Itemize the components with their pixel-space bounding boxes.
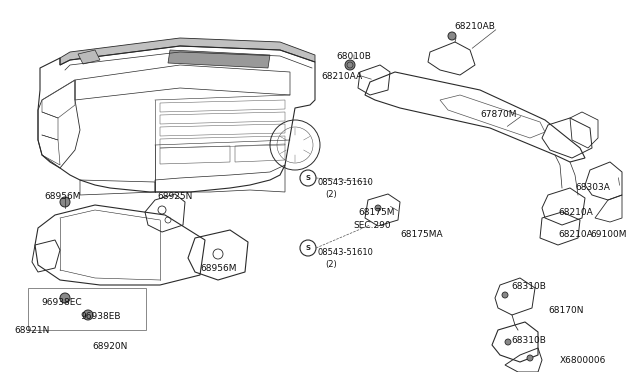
Text: X6800006: X6800006: [560, 356, 606, 365]
Bar: [28, 288, 146, 330]
Text: 08543-51610: 08543-51610: [318, 248, 374, 257]
Circle shape: [448, 32, 456, 40]
Circle shape: [60, 197, 70, 207]
Text: (2): (2): [325, 190, 337, 199]
Text: 68956M: 68956M: [44, 192, 81, 201]
Text: 68920N: 68920N: [92, 342, 127, 351]
Text: 68010B: 68010B: [336, 52, 371, 61]
Polygon shape: [168, 50, 270, 68]
Text: 08543-51610: 08543-51610: [318, 178, 374, 187]
Polygon shape: [60, 38, 315, 65]
Text: 68210AB: 68210AB: [454, 22, 495, 31]
Text: S: S: [305, 245, 310, 251]
Text: 68956M: 68956M: [200, 264, 237, 273]
Circle shape: [83, 310, 93, 320]
Text: 68210A: 68210A: [558, 230, 593, 239]
Text: 69100M: 69100M: [590, 230, 627, 239]
Text: 68925N: 68925N: [157, 192, 193, 201]
Text: 96938EC: 96938EC: [41, 298, 82, 307]
Text: 67870M: 67870M: [480, 110, 516, 119]
Circle shape: [60, 293, 70, 303]
Text: 68210A: 68210A: [558, 208, 593, 217]
Text: 68303A: 68303A: [575, 183, 610, 192]
Circle shape: [502, 292, 508, 298]
Text: (2): (2): [325, 260, 337, 269]
Text: 96938EB: 96938EB: [80, 312, 120, 321]
Circle shape: [505, 339, 511, 345]
Text: 68310B: 68310B: [511, 282, 546, 291]
Circle shape: [375, 205, 381, 211]
Circle shape: [527, 355, 533, 361]
Text: 68170N: 68170N: [548, 306, 584, 315]
Text: 68921N: 68921N: [14, 326, 49, 335]
Text: 68175M: 68175M: [358, 208, 394, 217]
Polygon shape: [78, 50, 100, 64]
Text: 68310B: 68310B: [511, 336, 546, 345]
Text: 68210AA: 68210AA: [321, 72, 362, 81]
Text: S: S: [305, 175, 310, 181]
Text: 68175MA: 68175MA: [400, 230, 443, 239]
Circle shape: [345, 60, 355, 70]
Text: SEC.290: SEC.290: [353, 221, 390, 230]
